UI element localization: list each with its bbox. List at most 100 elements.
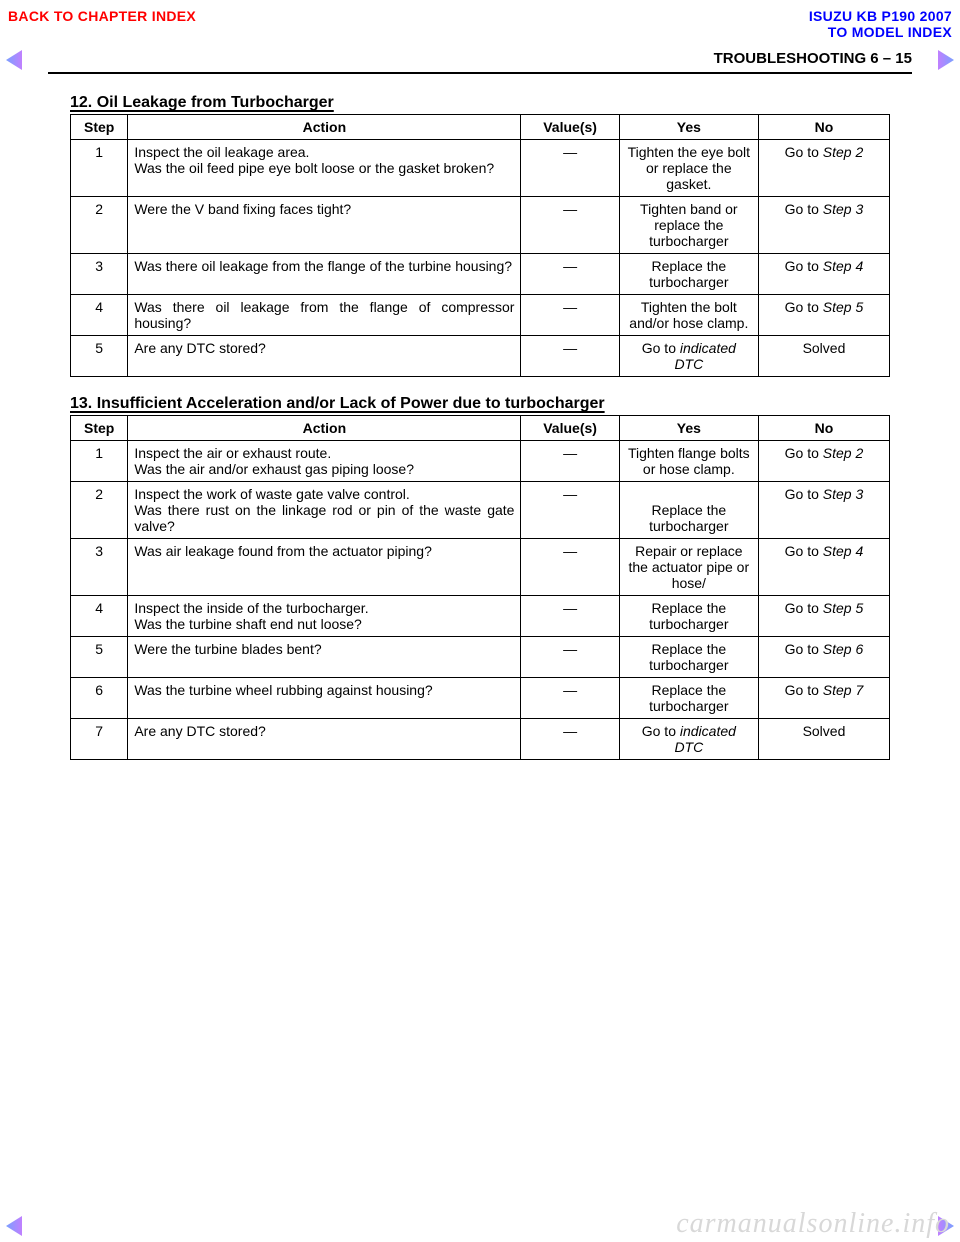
table-header-row: Step Action Value(s) Yes No [71, 416, 890, 441]
action-line: Inspect the work of waste gate valve con… [134, 486, 409, 502]
yes-cell: Repair or replace the actuator pipe or h… [619, 539, 758, 596]
to-model-index-link[interactable]: TO MODEL INDEX [828, 24, 952, 40]
table-row: 4 Was there oil leakage from the flange … [71, 295, 890, 336]
no-cell: Go to Step 4 [758, 539, 889, 596]
yes-cell: Go to indicated DTC [619, 719, 758, 760]
table-row: 6 Was the turbine wheel rubbing against … [71, 678, 890, 719]
values-cell: — [521, 539, 619, 596]
header-bar: TROUBLESHOOTING 6 – 15 [48, 50, 912, 74]
values-cell: — [521, 678, 619, 719]
no-cell: Solved [758, 336, 889, 377]
yes-text: Replace the turbocharger [649, 502, 728, 534]
section-12-table: Step Action Value(s) Yes No 1 Inspect th… [70, 114, 890, 377]
action-line: Inspect the inside of the turbocharger. [134, 600, 368, 616]
action-line: Inspect the air or exhaust route. [134, 445, 331, 461]
prev-page-arrow-bottom-icon[interactable] [6, 1216, 22, 1236]
col-yes: Yes [619, 115, 758, 140]
no-step: Step 7 [823, 682, 863, 698]
col-step: Step [71, 416, 128, 441]
action-cell: Was the turbine wheel rubbing against ho… [128, 678, 521, 719]
table-row: 4 Inspect the inside of the turbocharger… [71, 596, 890, 637]
values-cell: — [521, 254, 619, 295]
action-cell: Were the V band fixing faces tight? [128, 197, 521, 254]
no-prefix: Go to [785, 258, 823, 274]
values-cell: — [521, 719, 619, 760]
page-header-title: TROUBLESHOOTING 6 – 15 [714, 50, 912, 67]
col-no: No [758, 115, 889, 140]
no-cell: Go to Step 3 [758, 197, 889, 254]
table-row: 2 Were the V band fixing faces tight? — … [71, 197, 890, 254]
action-cell: Was there oil leakage from the flange of… [128, 295, 521, 336]
model-header-link[interactable]: ISUZU KB P190 2007 [809, 8, 952, 24]
action-cell: Were the turbine blades bent? [128, 637, 521, 678]
no-prefix: Go to [785, 445, 823, 461]
table-header-row: Step Action Value(s) Yes No [71, 115, 890, 140]
no-prefix: Go to [785, 600, 823, 616]
no-prefix: Go to [785, 144, 823, 160]
step-cell: 2 [71, 197, 128, 254]
values-cell: — [521, 637, 619, 678]
no-step: Step 6 [823, 641, 863, 657]
no-step: Step 2 [823, 445, 863, 461]
col-action: Action [128, 115, 521, 140]
step-cell: 6 [71, 678, 128, 719]
values-cell: — [521, 336, 619, 377]
next-page-arrow-icon[interactable] [938, 50, 954, 70]
step-cell: 5 [71, 637, 128, 678]
no-prefix: Go to [785, 641, 823, 657]
table-row: 5 Were the turbine blades bent? — Replac… [71, 637, 890, 678]
no-step: Step 2 [823, 144, 863, 160]
yes-cell: Replace the turbocharger [619, 254, 758, 295]
col-yes: Yes [619, 416, 758, 441]
yes-prefix: Go to [642, 340, 680, 356]
action-line: Inspect the oil leakage area. [134, 144, 309, 160]
no-step: Step 3 [823, 201, 863, 217]
col-no: No [758, 416, 889, 441]
prev-page-arrow-icon[interactable] [6, 50, 22, 70]
table-row: 5 Are any DTC stored? — Go to indicated … [71, 336, 890, 377]
action-cell: Inspect the work of waste gate valve con… [128, 482, 521, 539]
values-cell: — [521, 140, 619, 197]
no-cell: Go to Step 7 [758, 678, 889, 719]
no-prefix: Go to [785, 543, 823, 559]
no-cell: Go to Step 4 [758, 254, 889, 295]
no-prefix: Go to [785, 201, 823, 217]
no-step: Step 3 [823, 486, 863, 502]
no-cell: Go to Step 2 [758, 441, 889, 482]
watermark-text: carmanualsonline.info [676, 1208, 950, 1240]
no-step: Solved [803, 723, 846, 739]
table-row: 3 Was air leakage found from the actuato… [71, 539, 890, 596]
action-line: Was the oil feed pipe eye bolt loose or … [134, 160, 494, 176]
no-cell: Go to Step 5 [758, 596, 889, 637]
no-step: Step 4 [823, 543, 863, 559]
yes-cell: Tighten flange bolts or hose clamp. [619, 441, 758, 482]
yes-cell: Go to indicated DTC [619, 336, 758, 377]
no-step: Solved [803, 340, 846, 356]
step-cell: 2 [71, 482, 128, 539]
step-cell: 5 [71, 336, 128, 377]
no-step: Step 4 [823, 258, 863, 274]
back-to-chapter-link[interactable]: BACK TO CHAPTER INDEX [8, 8, 196, 24]
step-cell: 1 [71, 140, 128, 197]
values-cell: — [521, 295, 619, 336]
no-prefix: Go to [785, 299, 823, 315]
values-cell: — [521, 197, 619, 254]
yes-cell: Replace the turbocharger [619, 678, 758, 719]
yes-prefix: Go to [642, 723, 680, 739]
table-row: 3 Was there oil leakage from the flange … [71, 254, 890, 295]
action-cell: Was there oil leakage from the flange of… [128, 254, 521, 295]
action-cell: Inspect the oil leakage area. Was the oi… [128, 140, 521, 197]
action-line: Was the turbine shaft end nut loose? [134, 616, 362, 632]
values-cell: — [521, 441, 619, 482]
page-container: BACK TO CHAPTER INDEX ISUZU KB P190 2007… [0, 0, 960, 1242]
values-cell: — [521, 596, 619, 637]
step-cell: 3 [71, 254, 128, 295]
table-row: 1 Inspect the oil leakage area. Was the … [71, 140, 890, 197]
step-cell: 3 [71, 539, 128, 596]
top-links: BACK TO CHAPTER INDEX ISUZU KB P190 2007… [0, 0, 960, 40]
action-cell: Inspect the inside of the turbocharger. … [128, 596, 521, 637]
section-13-table: Step Action Value(s) Yes No 1 Inspect th… [70, 415, 890, 760]
no-cell: Go to Step 6 [758, 637, 889, 678]
no-step: Step 5 [823, 600, 863, 616]
action-cell: Are any DTC stored? [128, 719, 521, 760]
